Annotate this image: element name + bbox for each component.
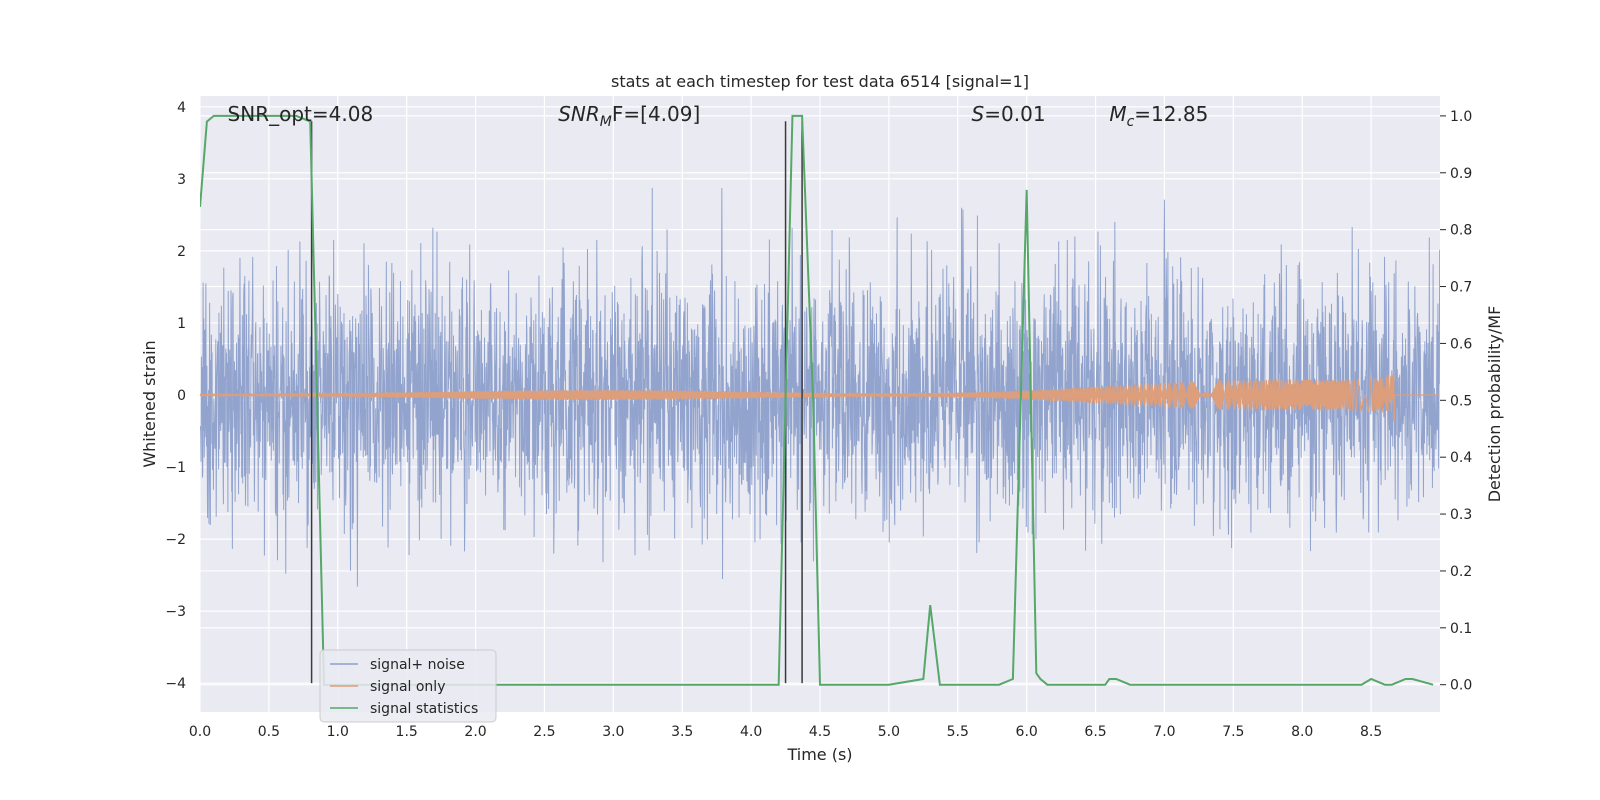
legend: signal+ noise signal only signal statist…	[319, 649, 497, 723]
x-tick-label: 4.0	[740, 724, 762, 740]
x-axis-label: Time (s)	[786, 745, 852, 764]
y2-tick-label: 1.0	[1450, 109, 1472, 125]
legend-label-noise: signal+ noise	[370, 657, 465, 673]
annotation-label: Mc=12.85	[1109, 102, 1208, 130]
x-tick-label: 0.0	[189, 724, 211, 740]
annotation-label: S=0.01	[972, 102, 1046, 126]
y-tick-label: −3	[165, 604, 186, 620]
y2-axis-label: Detection probability/MF	[1485, 306, 1504, 503]
y-tick-label: 1	[177, 316, 186, 332]
y-axis-label: Whitened strain	[140, 340, 159, 467]
x-tick-label: 1.5	[396, 724, 418, 740]
y-tick-label: 0	[177, 388, 186, 404]
y2-tick-label: 0.2	[1450, 564, 1472, 580]
legend-label-statistics: signal statistics	[370, 701, 478, 717]
series-signal-only	[200, 373, 1440, 422]
y2-tick-label: 0.7	[1450, 280, 1472, 296]
annotations: SNR_opt=4.08 SNRMF=[4.09] S=0.01 Mc=12.85	[228, 102, 1209, 130]
y-tick-label: 3	[177, 172, 186, 188]
series-signal-statistics	[200, 114, 1434, 686]
y2-tick-label: 0.8	[1450, 223, 1472, 239]
y2-tick-label: 0.4	[1450, 450, 1472, 466]
legend-label-signal: signal only	[370, 679, 445, 695]
x-tick-label: 6.5	[1084, 724, 1106, 740]
x-tick-label: 1.0	[327, 724, 349, 740]
plot-layer	[200, 114, 1440, 686]
annotation-label: SNRMF=[4.09]	[558, 102, 700, 130]
x-tick-label: 3.5	[671, 724, 693, 740]
y2-tick-label: 0.9	[1450, 166, 1472, 182]
series-signal-noise	[200, 187, 1440, 587]
annotation-label: SNR_opt=4.08	[228, 102, 374, 126]
y2-tick-label: 0.0	[1450, 678, 1472, 694]
x-tick-label: 5.0	[878, 724, 900, 740]
y-tick-label: −1	[165, 460, 186, 476]
x-tick-label: 2.0	[464, 724, 486, 740]
x-tick-label: 0.5	[258, 724, 280, 740]
x-axis: 0.0 0.5 1.0 1.5 2.0 2.5 3.0 3.5 4.0 4.5 5.0 5.5 6.0 6…	[189, 724, 1382, 740]
x-tick-label: 7.0	[1153, 724, 1175, 740]
x-tick-label: 2.5	[533, 724, 555, 740]
y2-tick-label: 0.5	[1450, 393, 1472, 409]
x-tick-label: 6.0	[1016, 724, 1038, 740]
y2-tick-label: 0.3	[1450, 507, 1472, 523]
x-tick-label: 8.0	[1291, 724, 1313, 740]
y2-tick-label: 0.6	[1450, 336, 1472, 352]
y-axis-right: 0.0 0.1 0.2 0.3 0.4 0.5 0.6 0.7 0.8 0.9 1.0	[1440, 109, 1472, 694]
x-tick-label: 7.5	[1222, 724, 1244, 740]
y-tick-label: −4	[165, 676, 186, 692]
y-tick-label: 4	[177, 100, 186, 116]
chart-title: stats at each timestep for test data 651…	[611, 72, 1029, 91]
legend-box	[319, 649, 497, 723]
x-tick-label: 4.5	[809, 724, 831, 740]
x-tick-label: 5.5	[947, 724, 969, 740]
y-axis-left: −4 −3 −2 −1 0 1 2 3 4	[165, 100, 186, 692]
y-tick-label: 2	[177, 244, 186, 260]
x-tick-label: 8.5	[1360, 724, 1382, 740]
y-tick-label: −2	[165, 532, 186, 548]
x-tick-label: 3.0	[602, 724, 624, 740]
y2-tick-label: 0.1	[1450, 621, 1472, 637]
